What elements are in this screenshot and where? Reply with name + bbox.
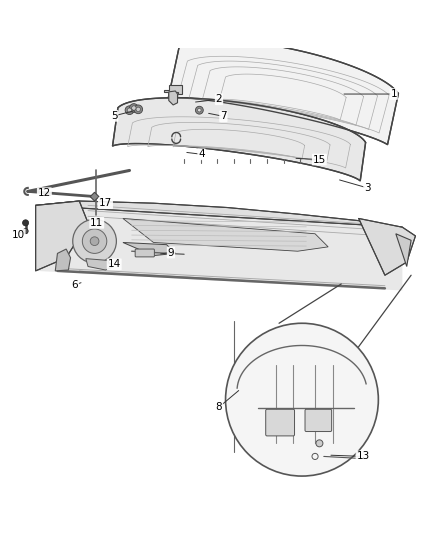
Text: 1: 1 (390, 89, 397, 99)
Circle shape (195, 106, 203, 114)
FancyBboxPatch shape (305, 409, 332, 432)
Polygon shape (35, 205, 403, 290)
Circle shape (125, 106, 134, 115)
Circle shape (226, 323, 378, 476)
Text: 12: 12 (38, 188, 51, 198)
Circle shape (90, 237, 99, 246)
Polygon shape (35, 201, 403, 231)
Circle shape (132, 106, 136, 110)
Polygon shape (396, 234, 411, 266)
Text: 9: 9 (168, 247, 174, 257)
Circle shape (198, 108, 201, 112)
FancyBboxPatch shape (266, 409, 294, 436)
Polygon shape (123, 219, 328, 251)
Text: 5: 5 (111, 111, 117, 121)
Polygon shape (35, 201, 88, 271)
Polygon shape (113, 98, 366, 181)
Circle shape (73, 220, 117, 263)
Circle shape (134, 105, 143, 114)
Circle shape (127, 108, 132, 112)
Text: 13: 13 (357, 451, 370, 462)
Polygon shape (123, 243, 175, 256)
Text: 14: 14 (108, 260, 121, 269)
Circle shape (82, 229, 107, 253)
Polygon shape (164, 85, 182, 94)
Polygon shape (90, 192, 99, 201)
Polygon shape (168, 41, 399, 144)
Text: 6: 6 (71, 280, 78, 290)
Text: 2: 2 (215, 94, 223, 104)
Circle shape (22, 220, 28, 226)
Text: 17: 17 (99, 198, 112, 208)
Text: 8: 8 (215, 402, 223, 412)
Text: 11: 11 (90, 218, 103, 228)
Text: 7: 7 (220, 111, 227, 122)
Circle shape (23, 229, 28, 234)
Circle shape (136, 107, 141, 111)
Text: 3: 3 (364, 183, 371, 193)
Circle shape (130, 103, 138, 112)
Polygon shape (86, 259, 112, 270)
Polygon shape (55, 249, 71, 271)
Polygon shape (169, 91, 177, 105)
Circle shape (316, 440, 323, 447)
Text: 4: 4 (198, 149, 205, 159)
Polygon shape (359, 219, 416, 275)
Text: 15: 15 (313, 155, 326, 165)
FancyBboxPatch shape (135, 249, 154, 257)
Text: 10: 10 (11, 230, 25, 240)
